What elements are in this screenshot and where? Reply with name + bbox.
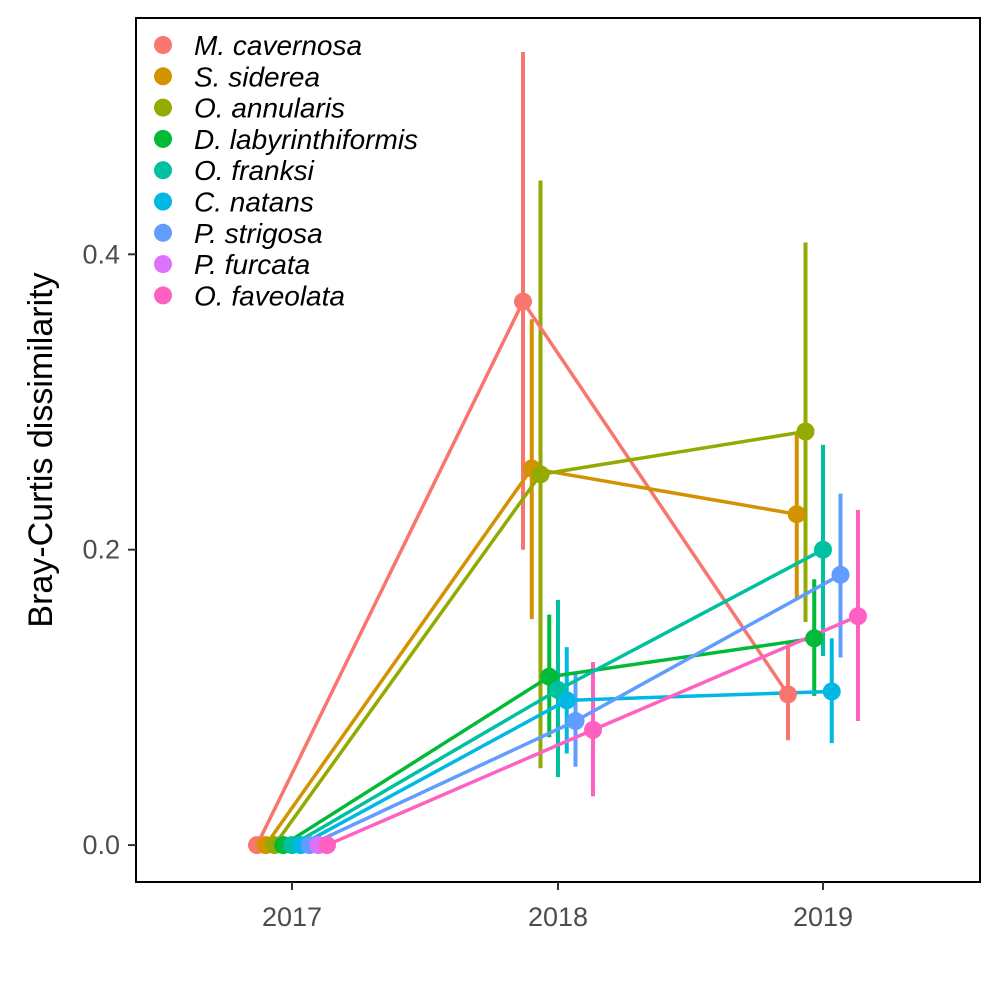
legend-key [154, 192, 172, 211]
data-point [805, 629, 824, 648]
x-tick-label: 2018 [528, 902, 588, 932]
x-tick-label: 2019 [793, 902, 853, 932]
legend-label: P. furcata [194, 249, 310, 280]
data-point [814, 540, 832, 559]
legend-label: O. franksi [194, 155, 315, 186]
legend-key [154, 98, 172, 117]
y-tick-label: 0.4 [82, 239, 120, 269]
y-tick-label: 0.2 [82, 535, 120, 565]
x-tick-label: 2017 [262, 902, 322, 932]
data-point [531, 465, 550, 484]
legend-key [154, 255, 172, 274]
legend-label: S. siderea [194, 61, 320, 92]
data-point [796, 422, 815, 441]
data-point [566, 712, 585, 731]
data-point [584, 720, 602, 739]
legend-key [154, 36, 172, 54]
data-point [779, 685, 797, 704]
legend-label: O. annularis [194, 93, 345, 124]
data-point [831, 565, 850, 584]
y-tick-label: 0.0 [82, 830, 120, 860]
axes: 0.0 0.2 0.4 2017 2018 2019 [82, 239, 853, 932]
data-point [849, 607, 867, 626]
legend-label: M. cavernosa [194, 30, 362, 61]
data-point [514, 292, 532, 311]
legend-key [154, 223, 172, 242]
legend-label: C. natans [194, 187, 314, 218]
legend-label: O. faveolata [194, 280, 345, 311]
data-point [557, 691, 576, 710]
y-axis-title: Bray-Curtis dissimilarity [22, 272, 60, 627]
data-point [540, 667, 559, 686]
legend-key [154, 286, 172, 305]
legend-key [154, 161, 172, 180]
data-point [318, 836, 336, 855]
legend-key [154, 67, 172, 86]
legend-key [154, 129, 172, 148]
data-point [822, 682, 841, 701]
data-point [787, 505, 806, 524]
y-axis-title-group: Bray-Curtis dissimilarity [22, 272, 60, 627]
legend-label: D. labyrinthiformis [194, 124, 418, 155]
plot-marks [248, 51, 867, 855]
legend-label: P. strigosa [194, 218, 323, 249]
